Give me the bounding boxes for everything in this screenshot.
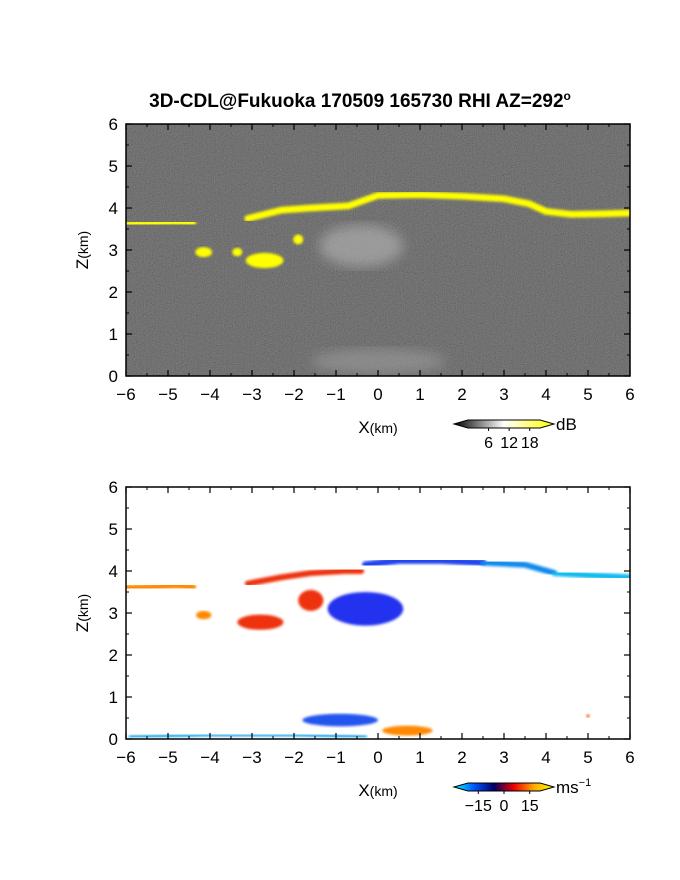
backscatter-axis-ticks: −6 −5 −4 −3 −2 −1 0 1 2 3 4 5 6 0 1 2 3 4 5 6 bbox=[109, 115, 635, 404]
backscatter-echo-blob bbox=[195, 247, 213, 258]
backscatter-x-tick-label: −1 bbox=[326, 385, 345, 404]
velocity-y-tick-label: 3 bbox=[109, 604, 118, 623]
velocity-echo-layer bbox=[362, 557, 487, 569]
backscatter-colorbar-unit: dB bbox=[556, 415, 577, 434]
velocity-echo-blob bbox=[298, 589, 324, 611]
figure-title-main: 3D-CDL@Fukuoka 170509 165730 RHI AZ=292 bbox=[149, 91, 563, 112]
backscatter-features bbox=[126, 191, 630, 374]
velocity-colorbar-tick-label: −15 bbox=[465, 798, 492, 815]
backscatter-echo-blob bbox=[245, 252, 284, 269]
velocity-xlabel: X(km) bbox=[358, 781, 397, 800]
velocity-y-tick-label: 2 bbox=[109, 646, 118, 665]
backscatter-x-tick-label: −3 bbox=[242, 385, 261, 404]
backscatter-echo-blob bbox=[319, 224, 404, 267]
backscatter-x-tick-label: −2 bbox=[284, 385, 303, 404]
velocity-colorbar-tick-label: 0 bbox=[500, 798, 509, 815]
velocity-x-tick-label: −4 bbox=[200, 748, 219, 767]
backscatter-x-tick-label: 5 bbox=[583, 385, 592, 404]
backscatter-y-tick-label: 3 bbox=[109, 241, 118, 260]
velocity-x-tick-label: −2 bbox=[284, 748, 303, 767]
backscatter-colorbar: dB 6 12 18 bbox=[452, 415, 577, 452]
figure-title: 3D-CDL@Fukuoka 170509 165730 RHI AZ=292o bbox=[149, 89, 571, 112]
velocity-x-tick-label: −5 bbox=[158, 748, 177, 767]
velocity-y-tick-label: 1 bbox=[109, 688, 118, 707]
velocity-colorbar: ms−1 −15 0 15 bbox=[452, 777, 591, 815]
backscatter-echo-blob bbox=[310, 348, 446, 374]
velocity-echo-layer bbox=[551, 570, 630, 581]
velocity-plot-frame bbox=[125, 486, 631, 740]
velocity-echo-blob bbox=[196, 610, 212, 620]
backscatter-xlabel: X(km) bbox=[358, 418, 397, 437]
velocity-features bbox=[126, 557, 630, 739]
backscatter-y-tick-label: 1 bbox=[109, 325, 118, 344]
velocity-x-tick-label: −1 bbox=[326, 748, 345, 767]
velocity-y-tick-label: 0 bbox=[109, 730, 118, 749]
backscatter-x-tick-label: 4 bbox=[541, 385, 550, 404]
backscatter-y-tick-label: 0 bbox=[109, 367, 118, 386]
velocity-x-tick-label: 6 bbox=[625, 748, 634, 767]
backscatter-echo-blob bbox=[293, 234, 304, 245]
velocity-echo-blob bbox=[382, 725, 433, 736]
velocity-axis-ticks: −6 −5 −4 −3 −2 −1 0 1 2 3 4 5 6 0 1 2 3 4 5 6 bbox=[109, 478, 635, 767]
backscatter-echo-layer bbox=[244, 191, 630, 222]
backscatter-y-tick-label: 5 bbox=[109, 157, 118, 176]
velocity-y-tick-label: 5 bbox=[109, 520, 118, 539]
velocity-x-tick-label: 5 bbox=[583, 748, 592, 767]
backscatter-x-tick-label: −5 bbox=[158, 385, 177, 404]
velocity-echo-layer bbox=[480, 559, 558, 577]
backscatter-x-tick-label: 6 bbox=[625, 385, 634, 404]
velocity-x-tick-label: 2 bbox=[457, 748, 466, 767]
backscatter-x-tick-label: 3 bbox=[499, 385, 508, 404]
velocity-echo-blob bbox=[586, 714, 590, 718]
velocity-panel: −6 −5 −4 −3 −2 −1 0 1 2 3 4 5 6 0 1 2 3 4 5 6 Z(km) X(km) m… bbox=[73, 478, 635, 815]
backscatter-x-tick-label: 2 bbox=[457, 385, 466, 404]
backscatter-colorbar-bar bbox=[452, 419, 556, 429]
velocity-colorbar-unit: ms−1 bbox=[556, 777, 591, 797]
figure-title-degree: o bbox=[564, 89, 571, 103]
backscatter-y-tick-label: 6 bbox=[109, 115, 118, 134]
velocity-echo-blob bbox=[327, 592, 404, 626]
backscatter-colorbar-tick-label: 12 bbox=[500, 435, 518, 452]
velocity-x-tick-label: −6 bbox=[116, 748, 135, 767]
velocity-ylabel: Z(km) bbox=[73, 594, 92, 632]
backscatter-x-tick-label: −6 bbox=[116, 385, 135, 404]
velocity-x-tick-label: 3 bbox=[499, 748, 508, 767]
backscatter-plot-frame bbox=[125, 123, 631, 377]
velocity-colorbar-tick-label: 15 bbox=[521, 798, 539, 815]
backscatter-colorbar-tick-label: 6 bbox=[484, 435, 493, 452]
backscatter-y-tick-label: 2 bbox=[109, 283, 118, 302]
backscatter-colorbar-tick-label: 18 bbox=[521, 435, 539, 452]
backscatter-x-tick-label: −4 bbox=[200, 385, 219, 404]
velocity-x-tick-label: −3 bbox=[242, 748, 261, 767]
backscatter-echo-blob bbox=[232, 247, 243, 257]
velocity-x-tick-label: 4 bbox=[541, 748, 550, 767]
velocity-echo-blob bbox=[237, 614, 284, 630]
velocity-colorbar-bar bbox=[452, 782, 556, 792]
velocity-y-tick-label: 4 bbox=[109, 562, 118, 581]
backscatter-x-tick-label: 1 bbox=[415, 385, 424, 404]
velocity-echo-layer bbox=[244, 568, 365, 587]
backscatter-x-tick-label: 0 bbox=[373, 385, 382, 404]
backscatter-ylabel: Z(km) bbox=[73, 231, 92, 269]
velocity-x-tick-label: 0 bbox=[373, 748, 382, 767]
backscatter-y-tick-label: 4 bbox=[109, 199, 118, 218]
velocity-x-tick-label: 1 bbox=[415, 748, 424, 767]
velocity-echo-blob bbox=[302, 713, 379, 727]
backscatter-echo-layer bbox=[126, 219, 197, 227]
velocity-y-tick-label: 6 bbox=[109, 478, 118, 497]
velocity-echo-layer bbox=[126, 582, 197, 591]
